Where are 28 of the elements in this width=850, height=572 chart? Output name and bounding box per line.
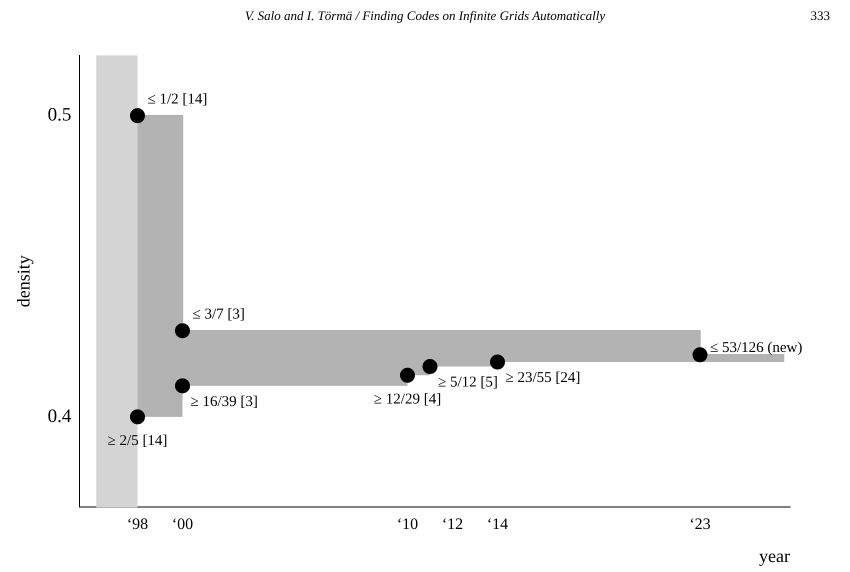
data-label: ≤ 53/126 (new) — [710, 340, 802, 356]
data-label: ≥ 16/39 [3] — [190, 394, 258, 410]
y-tick-label: 0.4 — [48, 406, 72, 427]
y-tick-label: 0.5 — [48, 104, 72, 126]
x-tick-label: ‘00 — [172, 516, 194, 534]
point — [174, 323, 190, 338]
point — [692, 347, 708, 362]
y-axis-title: density — [14, 255, 34, 308]
point — [174, 378, 190, 394]
x-tick-label: ‘12 — [442, 516, 464, 534]
text: 333 — [810, 8, 830, 24]
text: V. Salo and I. Törmä / Finding Codes on Infinite Grids Automatically — [244, 8, 606, 23]
point — [130, 409, 145, 424]
point — [130, 108, 145, 124]
x-axis-title: year — [759, 546, 790, 566]
data-label: ≥ 12/29 [4] — [374, 391, 442, 408]
x-tick-label: ‘98 — [126, 516, 148, 534]
point — [422, 359, 438, 374]
data-label: ≥ 5/12 [5] — [438, 374, 498, 391]
x-tick-label: ‘10 — [396, 516, 418, 534]
data-label: ≥ 23/55 [24] — [505, 370, 580, 386]
data-label: ≤ 1/2 [14] — [147, 92, 208, 108]
data-label: ≥ 2/5 [14] — [108, 432, 168, 449]
data-label: ≤ 3/7 [3] — [192, 306, 245, 323]
x-tick-label: ‘23 — [689, 516, 711, 534]
x-tick-label: ‘14 — [486, 516, 508, 534]
point — [400, 368, 415, 383]
point — [490, 354, 505, 370]
